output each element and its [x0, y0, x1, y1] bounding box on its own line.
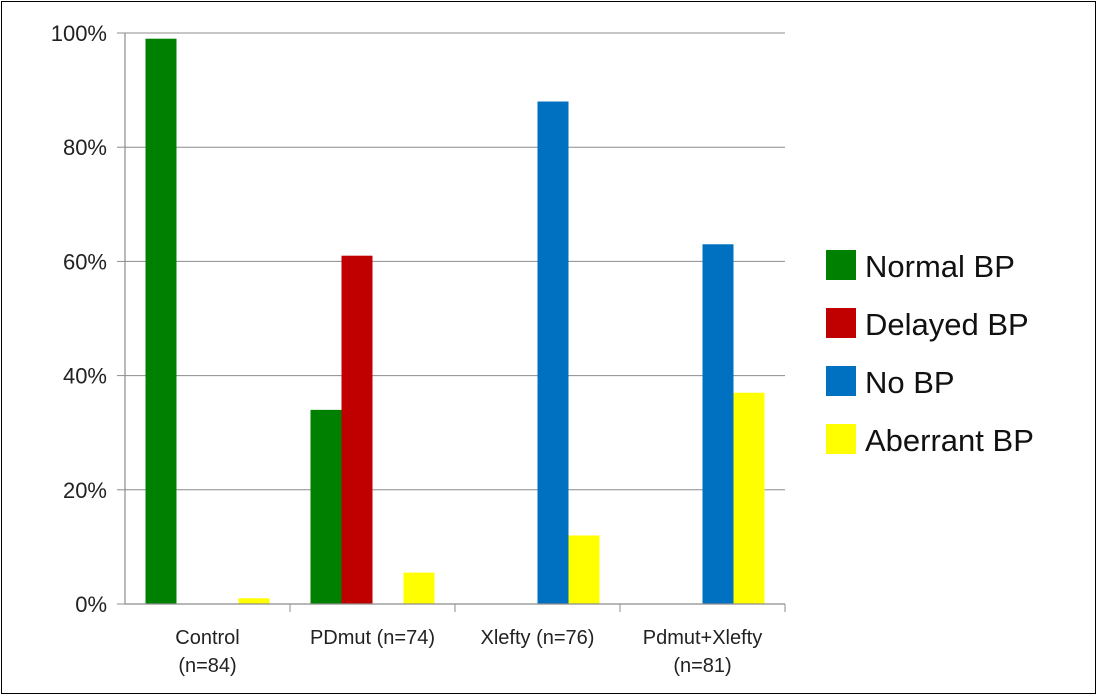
- bar: [702, 244, 734, 604]
- bar: [310, 409, 342, 604]
- bar: [341, 255, 373, 604]
- legend-swatch: [826, 250, 856, 280]
- y-tick-label: 20%: [63, 478, 107, 503]
- bar: [403, 572, 435, 604]
- legend-label: Normal BP: [865, 249, 1015, 284]
- x-tick-label: (n=84): [178, 655, 236, 677]
- legend: Normal BP Delayed BP No BP Aberrant BP: [826, 249, 1034, 458]
- x-tick-label: PDmut (n=74): [310, 627, 435, 649]
- x-tick-label: Control: [175, 627, 239, 649]
- y-tick-label: 60%: [63, 249, 107, 274]
- legend-swatch: [826, 366, 856, 396]
- bar: [238, 598, 270, 604]
- gridlines: [125, 32, 785, 491]
- x-tick-label: Xlefty (n=76): [481, 627, 595, 649]
- legend-swatch: [826, 308, 856, 338]
- legend-label: No BP: [865, 365, 955, 400]
- y-tick-label: 40%: [63, 364, 107, 389]
- bars: [145, 38, 765, 605]
- legend-label: Aberrant BP: [865, 423, 1034, 458]
- legend-label: Delayed BP: [865, 307, 1029, 342]
- y-tick-label: 100%: [51, 21, 107, 46]
- bar: [568, 535, 600, 604]
- bar: [537, 101, 569, 605]
- bar: [145, 38, 177, 604]
- y-tick-label: 0%: [75, 592, 107, 617]
- axes: 0% 20% 40% 60% 80% 100% Control (n=84) PDmut (n=…: [51, 21, 786, 677]
- legend-swatch: [826, 424, 856, 454]
- y-tick-label: 80%: [63, 135, 107, 160]
- x-tick-label: Pdmut+Xlefty: [643, 627, 763, 649]
- bar: [733, 392, 765, 604]
- x-tick-label: (n=81): [673, 655, 731, 677]
